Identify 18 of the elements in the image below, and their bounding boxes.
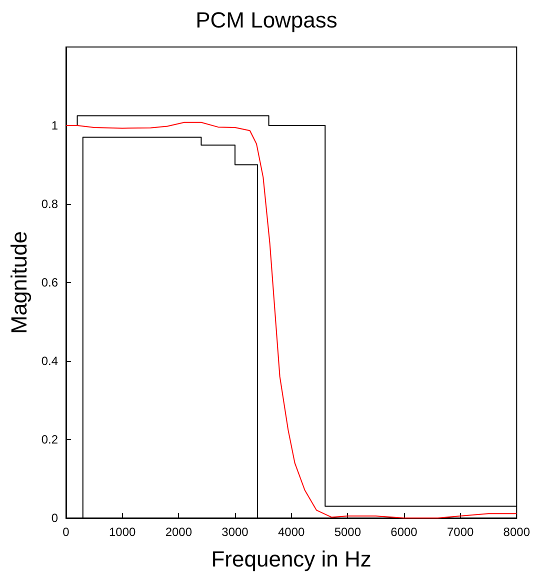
chart-title: PCM Lowpass [196,8,338,32]
x-tick-label: 2000 [165,525,192,539]
x-tick-label: 0 [62,525,70,539]
y-axis-title: Magnitude [6,231,32,334]
x-tick-label: 4000 [278,525,305,539]
x-tick-label: 3000 [222,525,249,539]
x-tick-label: 6000 [390,525,418,539]
y-tick-label: 0.4 [41,354,58,368]
y-tick-label: 0.2 [41,432,58,446]
y-tick-label: 0.6 [41,276,58,290]
x-tick-label: 5000 [334,525,362,539]
x-tick-label: 1000 [108,525,136,539]
y-tick-label: 0 [51,511,58,525]
x-axis-title: Frequency in Hz [211,546,372,572]
y-tick-label: 1 [51,118,58,132]
y-tick-label: 0.8 [41,197,58,211]
x-tick-label: 8000 [503,525,530,539]
x-tick-label: 7000 [446,525,474,539]
